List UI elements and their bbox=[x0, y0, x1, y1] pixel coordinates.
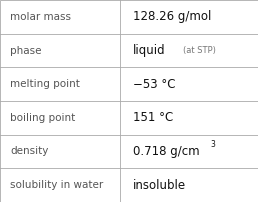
Text: boiling point: boiling point bbox=[10, 113, 76, 123]
Text: solubility in water: solubility in water bbox=[10, 180, 103, 190]
Text: insoluble: insoluble bbox=[133, 179, 186, 192]
Text: melting point: melting point bbox=[10, 79, 80, 89]
Text: molar mass: molar mass bbox=[10, 12, 71, 22]
Text: −53 °C: −53 °C bbox=[133, 78, 175, 91]
Text: phase: phase bbox=[10, 45, 42, 56]
Text: 3: 3 bbox=[210, 140, 215, 149]
Text: 128.26 g/mol: 128.26 g/mol bbox=[133, 10, 211, 23]
Text: 151 °C: 151 °C bbox=[133, 111, 173, 124]
Text: (at STP): (at STP) bbox=[183, 46, 216, 55]
Text: density: density bbox=[10, 146, 49, 157]
Text: liquid: liquid bbox=[133, 44, 165, 57]
Text: 0.718 g/cm: 0.718 g/cm bbox=[133, 145, 199, 158]
